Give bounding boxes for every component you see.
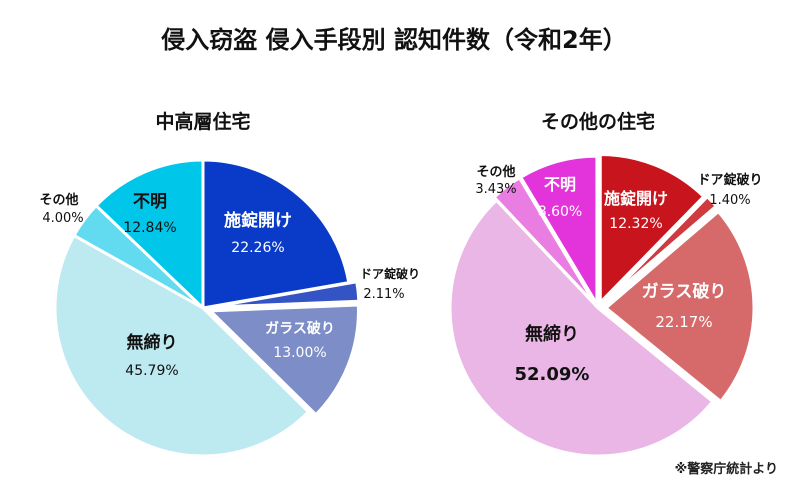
pie0-value-glass-breaking: 13.00% [273,345,326,361]
pie0-label-lock-picking: 施錠開け [224,210,292,231]
pie1-slice-unlocked [448,198,715,458]
pie0-value-lock-picking: 22.26% [231,240,284,256]
pie0-slice-unlocked [53,233,311,458]
pie1-slice-other [492,176,598,307]
pie1-value-glass-breaking: 22.17% [655,313,712,331]
pie-highrise: 施錠開け 22.26% ドア錠破り 2.11% ガラス破り 13.00% 無締り 45.79%… [39,158,420,458]
pie1-label-lock-picking: 施錠開け [604,189,668,208]
pie1-value-unlocked: 52.09% [515,364,590,385]
pie0-value-other: 4.00% [42,211,83,226]
pie0-slice-unknown [94,158,205,310]
pie0-label-other: その他 [39,192,78,208]
pie-other-housing: 施錠開け 12.32% ドア錠破り 1.40% ガラス破り 22.17% 無締り 52.09%… [448,152,763,458]
pie1-value-unknown: 8.60% [538,204,582,220]
pie0-label-unknown: 不明 [133,192,167,212]
pie0-value-unlocked: 45.79% [125,363,178,379]
source-note: ※警察庁統計より [675,461,778,477]
pie1-label-glass-breaking: ガラス破り [642,281,727,302]
pie0-value-unknown: 12.84% [123,220,176,236]
pie0-label-glass-breaking: ガラス破り [265,320,335,337]
pie1-label-other: その他 [476,164,515,180]
pie0-slice-glass-breaking [208,303,360,417]
pie0-label-unlocked: 無締り [127,332,178,353]
pie0-slice-door-lock-breaking [209,280,361,309]
pie0-label-door-lock-breaking: ドア錠破り [360,266,420,281]
pie-title-other-housing: その他の住宅 [541,110,655,133]
pie1-label-door-lock-breaking: ドア錠破り [697,172,762,188]
pie1-label-unknown: 不明 [544,175,576,194]
pie0-slice-lock-picking [201,158,351,310]
pie1-slice-glass-breaking [604,210,756,403]
pie1-label-unlocked: 無締り [525,323,579,345]
pie1-value-other: 3.43% [475,182,516,197]
pie0-value-door-lock-breaking: 2.11% [363,287,404,302]
pie1-slice-door-lock-breaking [602,195,718,305]
pie-title-highrise: 中高層住宅 [155,110,250,133]
pie1-value-door-lock-breaking: 1.40% [709,193,750,208]
pie1-value-lock-picking: 12.32% [609,216,662,232]
pie1-slice-unknown [519,154,599,306]
pie1-slice-lock-picking [598,152,706,304]
main-title: 侵入窃盗 侵入手段別 認知件数（令和2年） [160,26,626,54]
